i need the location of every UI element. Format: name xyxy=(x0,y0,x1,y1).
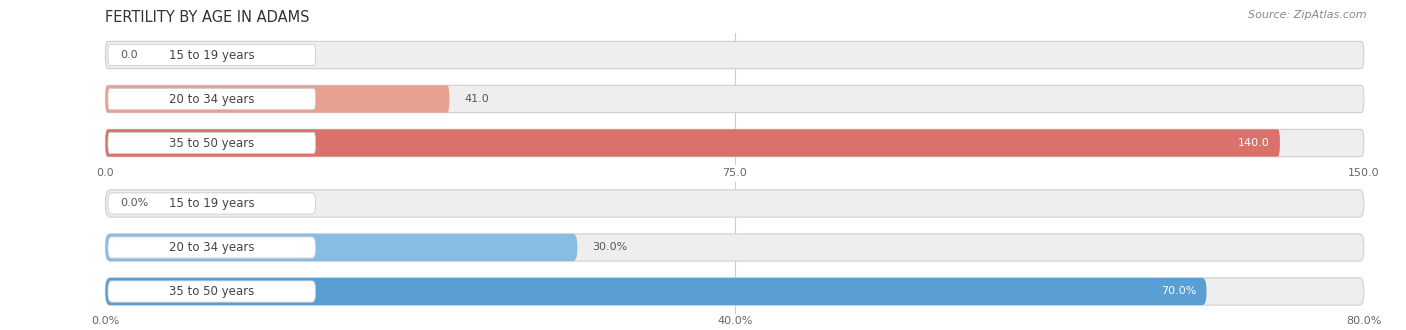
Text: 20 to 34 years: 20 to 34 years xyxy=(169,241,254,254)
Text: 70.0%: 70.0% xyxy=(1161,286,1197,296)
FancyBboxPatch shape xyxy=(108,237,315,258)
Text: 41.0: 41.0 xyxy=(464,94,489,104)
FancyBboxPatch shape xyxy=(108,193,315,214)
FancyBboxPatch shape xyxy=(105,85,1364,113)
FancyBboxPatch shape xyxy=(105,129,1279,157)
Text: 15 to 19 years: 15 to 19 years xyxy=(169,49,254,61)
Text: Source: ZipAtlas.com: Source: ZipAtlas.com xyxy=(1249,10,1367,20)
Text: 15 to 19 years: 15 to 19 years xyxy=(169,197,254,210)
Text: 30.0%: 30.0% xyxy=(592,243,627,252)
FancyBboxPatch shape xyxy=(105,190,1364,217)
Text: 35 to 50 years: 35 to 50 years xyxy=(169,285,254,298)
FancyBboxPatch shape xyxy=(105,278,1364,305)
FancyBboxPatch shape xyxy=(108,132,315,154)
FancyBboxPatch shape xyxy=(108,44,315,66)
FancyBboxPatch shape xyxy=(105,234,578,261)
Text: 20 to 34 years: 20 to 34 years xyxy=(169,92,254,106)
FancyBboxPatch shape xyxy=(105,234,1364,261)
Text: 0.0%: 0.0% xyxy=(121,199,149,209)
Text: 35 to 50 years: 35 to 50 years xyxy=(169,137,254,149)
FancyBboxPatch shape xyxy=(108,88,315,110)
FancyBboxPatch shape xyxy=(108,281,315,302)
FancyBboxPatch shape xyxy=(105,278,1206,305)
FancyBboxPatch shape xyxy=(105,85,450,113)
Text: 0.0: 0.0 xyxy=(121,50,138,60)
FancyBboxPatch shape xyxy=(105,41,1364,69)
Text: FERTILITY BY AGE IN ADAMS: FERTILITY BY AGE IN ADAMS xyxy=(105,10,309,25)
Text: 140.0: 140.0 xyxy=(1239,138,1270,148)
FancyBboxPatch shape xyxy=(105,129,1364,157)
